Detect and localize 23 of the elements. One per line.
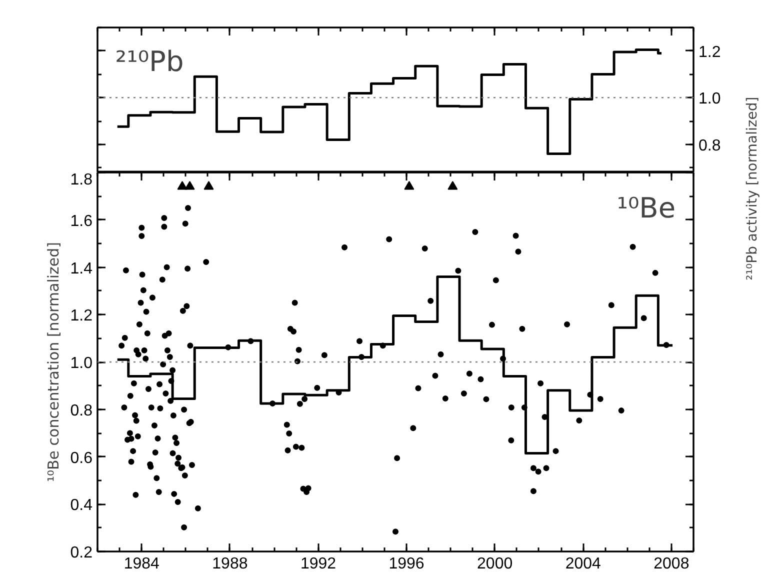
y-tick-label: 1.8 (70, 172, 93, 188)
x-tick-label: 1984 (124, 556, 160, 572)
annotation: ²¹⁰Pb (115, 44, 184, 78)
x-tick-label: 2000 (477, 556, 513, 572)
y-tick-label: 0.4 (70, 497, 93, 514)
y-tick-label: 0.6 (70, 450, 93, 467)
annotation: ¹⁰Be (616, 191, 676, 224)
y-tick-label: 0.8 (70, 402, 93, 420)
y-tick-label: 1.6 (70, 212, 93, 230)
y-tick-label: 1.0 (698, 90, 721, 108)
y-tick-label: 1.2 (698, 44, 721, 61)
y-tick-label: 0.8 (698, 137, 721, 154)
x-tick-label: 1996 (388, 556, 424, 572)
y-tick-label: 0.2 (70, 544, 93, 562)
x-tick-label: 1992 (300, 556, 336, 572)
y-tick-label: 1.0 (70, 355, 93, 372)
y-axis-title: ²¹⁰Pb activity [normalized] (744, 96, 760, 280)
y-axis-title: ¹⁰Be concentration [normalized] (44, 242, 62, 482)
y-tick-label: 1.2 (70, 308, 93, 325)
x-tick-label: 2004 (565, 556, 602, 572)
y-tick-label: 1.4 (70, 260, 93, 278)
x-tick-label: 2008 (654, 556, 690, 572)
x-tick-label: 1988 (212, 556, 248, 572)
